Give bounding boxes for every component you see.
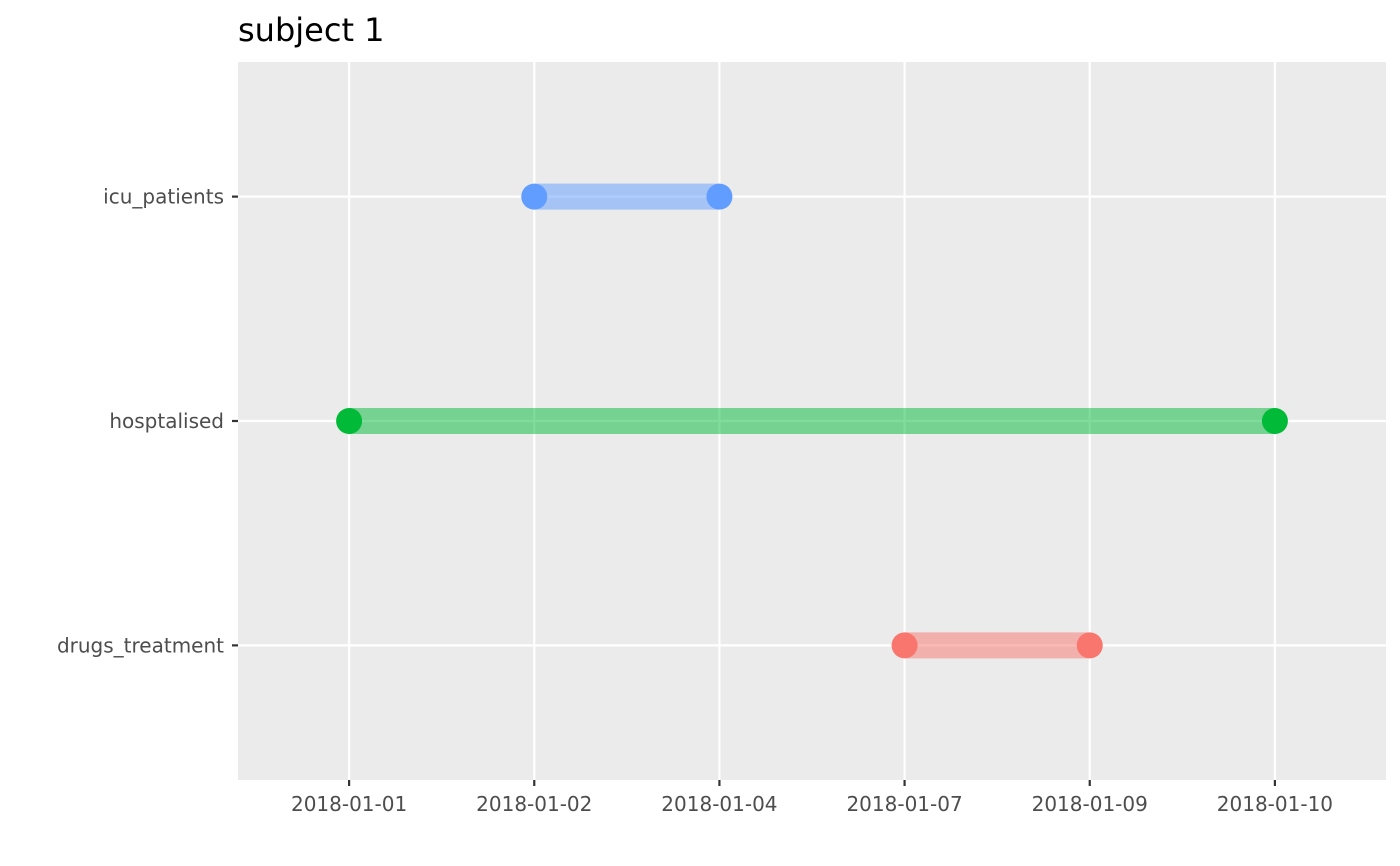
- chart-title: subject 1: [238, 11, 385, 49]
- y-tick-label: hosptalised: [109, 409, 224, 433]
- y-tick-label: icu_patients: [103, 185, 224, 209]
- x-tick-label: 2018-01-07: [846, 792, 962, 816]
- series-icu_patients: [521, 183, 733, 210]
- end-point-drugs_treatment: [1076, 632, 1103, 659]
- end-point-hosptalised: [1261, 408, 1288, 434]
- x-tick-label: 2018-01-10: [1217, 792, 1333, 816]
- series-drugs_treatment: [891, 632, 1103, 659]
- start-point-icu_patients: [521, 183, 548, 210]
- start-point-drugs_treatment: [891, 632, 918, 659]
- x-tick-label: 2018-01-01: [291, 792, 407, 816]
- end-point-icu_patients: [706, 183, 733, 210]
- x-tick-label: 2018-01-09: [1032, 792, 1148, 816]
- series-hosptalised: [336, 408, 1288, 434]
- x-tick-label: 2018-01-02: [476, 792, 592, 816]
- y-tick-label: drugs_treatment: [57, 633, 224, 657]
- axes: 2018-01-01 2018-01-02 2018-01-04 2018-01-07…: [57, 185, 1333, 816]
- x-tick-label: 2018-01-04: [661, 792, 777, 816]
- series-layer: [336, 183, 1288, 659]
- start-point-hosptalised: [336, 408, 363, 434]
